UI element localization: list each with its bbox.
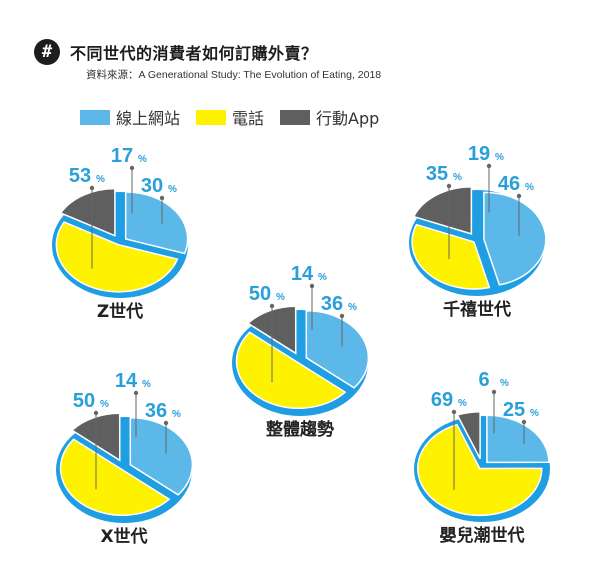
value-unit-online: % (530, 408, 539, 419)
leader-dot-online (339, 313, 345, 319)
leader-dot-app (129, 165, 135, 171)
legend-item-app: 行動App (280, 105, 379, 129)
pie-slice-app (412, 186, 473, 235)
leader-dot-app (309, 283, 315, 289)
value-label-phone: 53 (69, 165, 91, 187)
leader-dot-online (159, 195, 165, 201)
leader-dot-online (163, 420, 169, 426)
value-label-app: 6 (478, 369, 489, 391)
value-unit-online: % (168, 184, 177, 195)
value-unit-app: % (138, 154, 147, 165)
value-label-app: 14 (115, 370, 138, 392)
pie-slice-online (486, 414, 550, 464)
pie-name-boomers: 嬰兒潮世代 (440, 525, 525, 546)
value-label-phone: 35 (426, 163, 448, 185)
pie-slice-phone (59, 438, 171, 516)
value-label-phone: 50 (249, 283, 271, 305)
value-unit-app: % (495, 152, 504, 163)
legend-label-online: 線上網站 (116, 109, 181, 128)
leader-dot-app (491, 389, 497, 395)
pie-slice-online (129, 417, 194, 496)
leader-dot-app (133, 390, 139, 396)
pie-slice-phone (55, 221, 179, 293)
value-unit-phone: % (96, 174, 105, 185)
legend: 線上網站 電話 行動App (80, 105, 395, 129)
leader-dot-phone (446, 183, 452, 189)
legend-swatch-app (280, 109, 311, 125)
chart-title: 不同世代的消費者如何訂購外賣？ (70, 44, 318, 63)
value-label-online: 36 (321, 293, 343, 315)
value-label-app: 17 (111, 145, 133, 167)
value-label-online: 36 (145, 400, 167, 422)
value-label-online: 25 (503, 399, 525, 421)
pie-boomers: 25 % 69 % 6 % 嬰兒潮世代 (414, 369, 550, 546)
leader-dot-phone (89, 185, 95, 191)
source-note: 資料來源：A Generational Study: The Evolution… (86, 69, 382, 81)
value-unit-app: % (500, 378, 509, 389)
pie-name-gen-x: X世代 (100, 526, 147, 547)
value-label-app: 14 (291, 263, 314, 285)
value-label-phone: 50 (73, 390, 95, 412)
pie-overall: 36 % 50 % 14 % 整體趨勢 (232, 263, 370, 440)
leader-dot-online (516, 193, 522, 199)
leader-dot-phone (269, 303, 275, 309)
pie-millennials: 46 % 35 % 19 % 千禧世代 (409, 143, 547, 320)
value-label-online: 46 (498, 173, 520, 195)
value-unit-app: % (142, 379, 151, 390)
leader-dot-app (486, 163, 492, 169)
value-label-app: 19 (468, 143, 490, 165)
pie-name-gen-z: Z世代 (97, 301, 143, 322)
chart-header: # 不同世代的消費者如何訂購外賣？ (34, 38, 318, 66)
pie-name-millennials: 千禧世代 (443, 299, 511, 320)
pie-slice-phone (417, 423, 543, 517)
pie-gen-z: 30 % 53 % 17 % Z世代 (52, 145, 189, 322)
value-unit-app: % (318, 272, 327, 283)
leader-dot-phone (93, 410, 99, 416)
hashtag-icon: # (34, 39, 60, 65)
legend-swatch-online (80, 109, 110, 125)
legend-item-online: 線上網站 (80, 105, 180, 129)
value-unit-online: % (172, 409, 181, 420)
legend-item-phone: 電話 (196, 105, 264, 129)
value-unit-phone: % (453, 172, 462, 183)
legend-swatch-phone (196, 109, 227, 125)
leader-dot-online (521, 419, 527, 425)
pie-gen-x: 36 % 50 % 14 % X世代 (56, 370, 194, 547)
value-label-phone: 69 (431, 389, 453, 411)
pie-slice-app (456, 410, 481, 460)
pie-slice-app (59, 187, 116, 237)
pie-slice-online (124, 191, 189, 255)
pie-slice-online (483, 191, 547, 286)
legend-label-phone: 電話 (232, 109, 265, 128)
pie-name-overall: 整體趨勢 (266, 419, 334, 440)
value-unit-online: % (525, 182, 534, 193)
pie-slice-phone (235, 331, 347, 409)
value-unit-phone: % (100, 399, 109, 410)
leader-dot-phone (451, 409, 457, 415)
value-unit-phone: % (458, 398, 467, 409)
pie-slice-phone (411, 223, 491, 290)
legend-label-app: 行動App (316, 109, 380, 128)
value-unit-phone: % (276, 292, 285, 303)
pie-slice-online (305, 310, 370, 389)
value-unit-online: % (348, 302, 357, 313)
value-label-online: 30 (141, 175, 163, 197)
